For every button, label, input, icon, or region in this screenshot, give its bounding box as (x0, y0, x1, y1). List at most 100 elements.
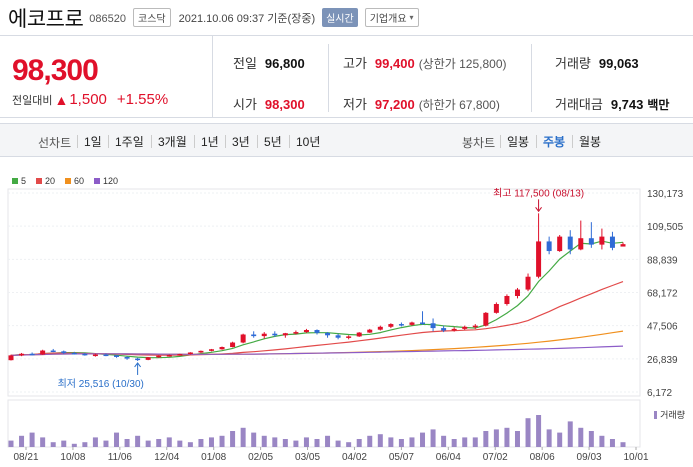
x-tick-label: 12/04 (154, 452, 179, 463)
divider (572, 135, 573, 148)
stock-header: 에코프로 086520 코스닥 2021.10.06 09:37 기준(장중) … (0, 0, 693, 36)
up-arrow-icon: ▲ (54, 91, 69, 108)
candle-body (620, 244, 626, 247)
candle-body (377, 326, 383, 330)
candle-body (40, 350, 46, 355)
candle-body (557, 236, 563, 252)
volume-bar (388, 437, 394, 447)
prev-close-value: 96,800 (264, 56, 305, 71)
legend-ma20: 20 (36, 176, 55, 186)
volume-bar (346, 442, 352, 447)
tab-weekly[interactable]: 주봉 (543, 135, 566, 149)
candle-body (303, 330, 309, 333)
tab-10years[interactable]: 10년 (296, 135, 321, 149)
candle-body (567, 236, 573, 250)
volume-bar (557, 432, 563, 447)
current-price: 98,300 (12, 54, 99, 87)
y-tick-label: 6,172 (647, 388, 672, 399)
candle-body (135, 358, 141, 361)
volume-bar (599, 435, 605, 447)
volume-value: 99,063 (598, 56, 639, 71)
tab-1day[interactable]: 1일 (84, 135, 102, 149)
candle-body (50, 350, 56, 353)
low-annotation: 최저 25,516 (10/30) (58, 378, 144, 390)
x-tick-label: 11/06 (108, 452, 133, 463)
volume-bar (620, 442, 626, 447)
y-tick-label: 26,839 (647, 355, 678, 366)
prev-close-label: 전일 (233, 56, 257, 71)
volume-bar (409, 437, 415, 447)
candle-body (177, 354, 183, 356)
price-chart[interactable]: 130,173 109,505 88,839 68,172 47,506 26,839 6,… (0, 170, 693, 467)
open-price: 시가 98,300 (233, 94, 305, 113)
realtime-button[interactable]: 실시간 (322, 8, 358, 27)
tab-5years[interactable]: 5년 (264, 135, 282, 149)
volume-bar (609, 439, 615, 447)
volume-label: 거래량 (555, 56, 591, 71)
high-annotation: 최고 117,500 (08/13) (493, 187, 584, 199)
ma60-line (10, 330, 624, 356)
x-tick-label: 06/04 (436, 452, 461, 463)
y-tick-label: 130,173 (647, 189, 684, 200)
candle-body (536, 241, 542, 277)
volume-bar (251, 432, 257, 447)
candle-body (472, 325, 478, 328)
stock-name: 에코프로 (8, 7, 84, 31)
volume-bar (504, 427, 510, 447)
volume-bar (166, 437, 172, 447)
volume-bar (303, 437, 309, 447)
x-tick-label: 08/06 (530, 452, 555, 463)
tab-3months[interactable]: 3개월 (158, 135, 187, 149)
stock-code: 086520 (89, 12, 126, 25)
candle-body (578, 238, 584, 250)
divider (328, 44, 329, 112)
x-tick-label: 10/08 (60, 452, 85, 463)
volume-bar (293, 440, 299, 447)
volume-bar (472, 437, 478, 447)
candle-body (335, 335, 341, 338)
volume-bar (420, 432, 426, 447)
candle-body (166, 355, 172, 357)
candle-body (504, 295, 510, 305)
divider (151, 135, 152, 148)
candle-body (588, 238, 594, 245)
candle-body (8, 355, 14, 361)
change-amount: 1,500 (69, 91, 107, 108)
volume-bar (441, 435, 447, 447)
x-tick-label: 05/07 (389, 452, 414, 463)
company-overview-button[interactable]: 기업개요 ▾ (364, 8, 419, 27)
volume-bar (567, 421, 573, 447)
volume-bar (71, 443, 77, 447)
volume-bar (536, 415, 542, 447)
trade-value-value: 9,743 (610, 97, 644, 112)
company-overview-label: 기업개요 (369, 14, 407, 25)
price-change: 전일대비 ▲ 1,500 +1.55% (12, 91, 168, 108)
divider (531, 44, 532, 112)
line-chart-label: 선차트 (38, 136, 72, 150)
tab-1week[interactable]: 1주일 (115, 135, 144, 149)
volume-bar (546, 429, 552, 447)
volume-bar (525, 418, 531, 447)
tab-3years[interactable]: 3년 (232, 135, 250, 149)
chart-legend: 5 20 60 120 (12, 176, 118, 186)
low-arrow-head (134, 362, 142, 368)
tab-1year[interactable]: 1년 (201, 135, 219, 149)
candle-body (356, 332, 362, 337)
volume-bar (198, 439, 204, 447)
volume-bar (103, 440, 109, 447)
candle-body (19, 353, 25, 356)
x-tick-label: 01/08 (201, 452, 226, 463)
volume-bar (282, 439, 288, 447)
lower-limit: (하한가 67,800) (418, 98, 500, 112)
volume-bar (208, 437, 214, 447)
tab-daily[interactable]: 일봉 (507, 135, 530, 149)
volume-bar (367, 435, 373, 447)
candle-body (493, 304, 499, 313)
tab-monthly[interactable]: 월봉 (579, 135, 602, 149)
low-price: 저가 97,200 (하한가 67,800) (343, 94, 500, 113)
y-tick-label: 47,506 (647, 322, 678, 333)
candle-body (609, 236, 615, 248)
volume-bar (230, 431, 236, 447)
volume-bar (377, 434, 383, 447)
market-badge: 코스닥 (133, 8, 171, 27)
